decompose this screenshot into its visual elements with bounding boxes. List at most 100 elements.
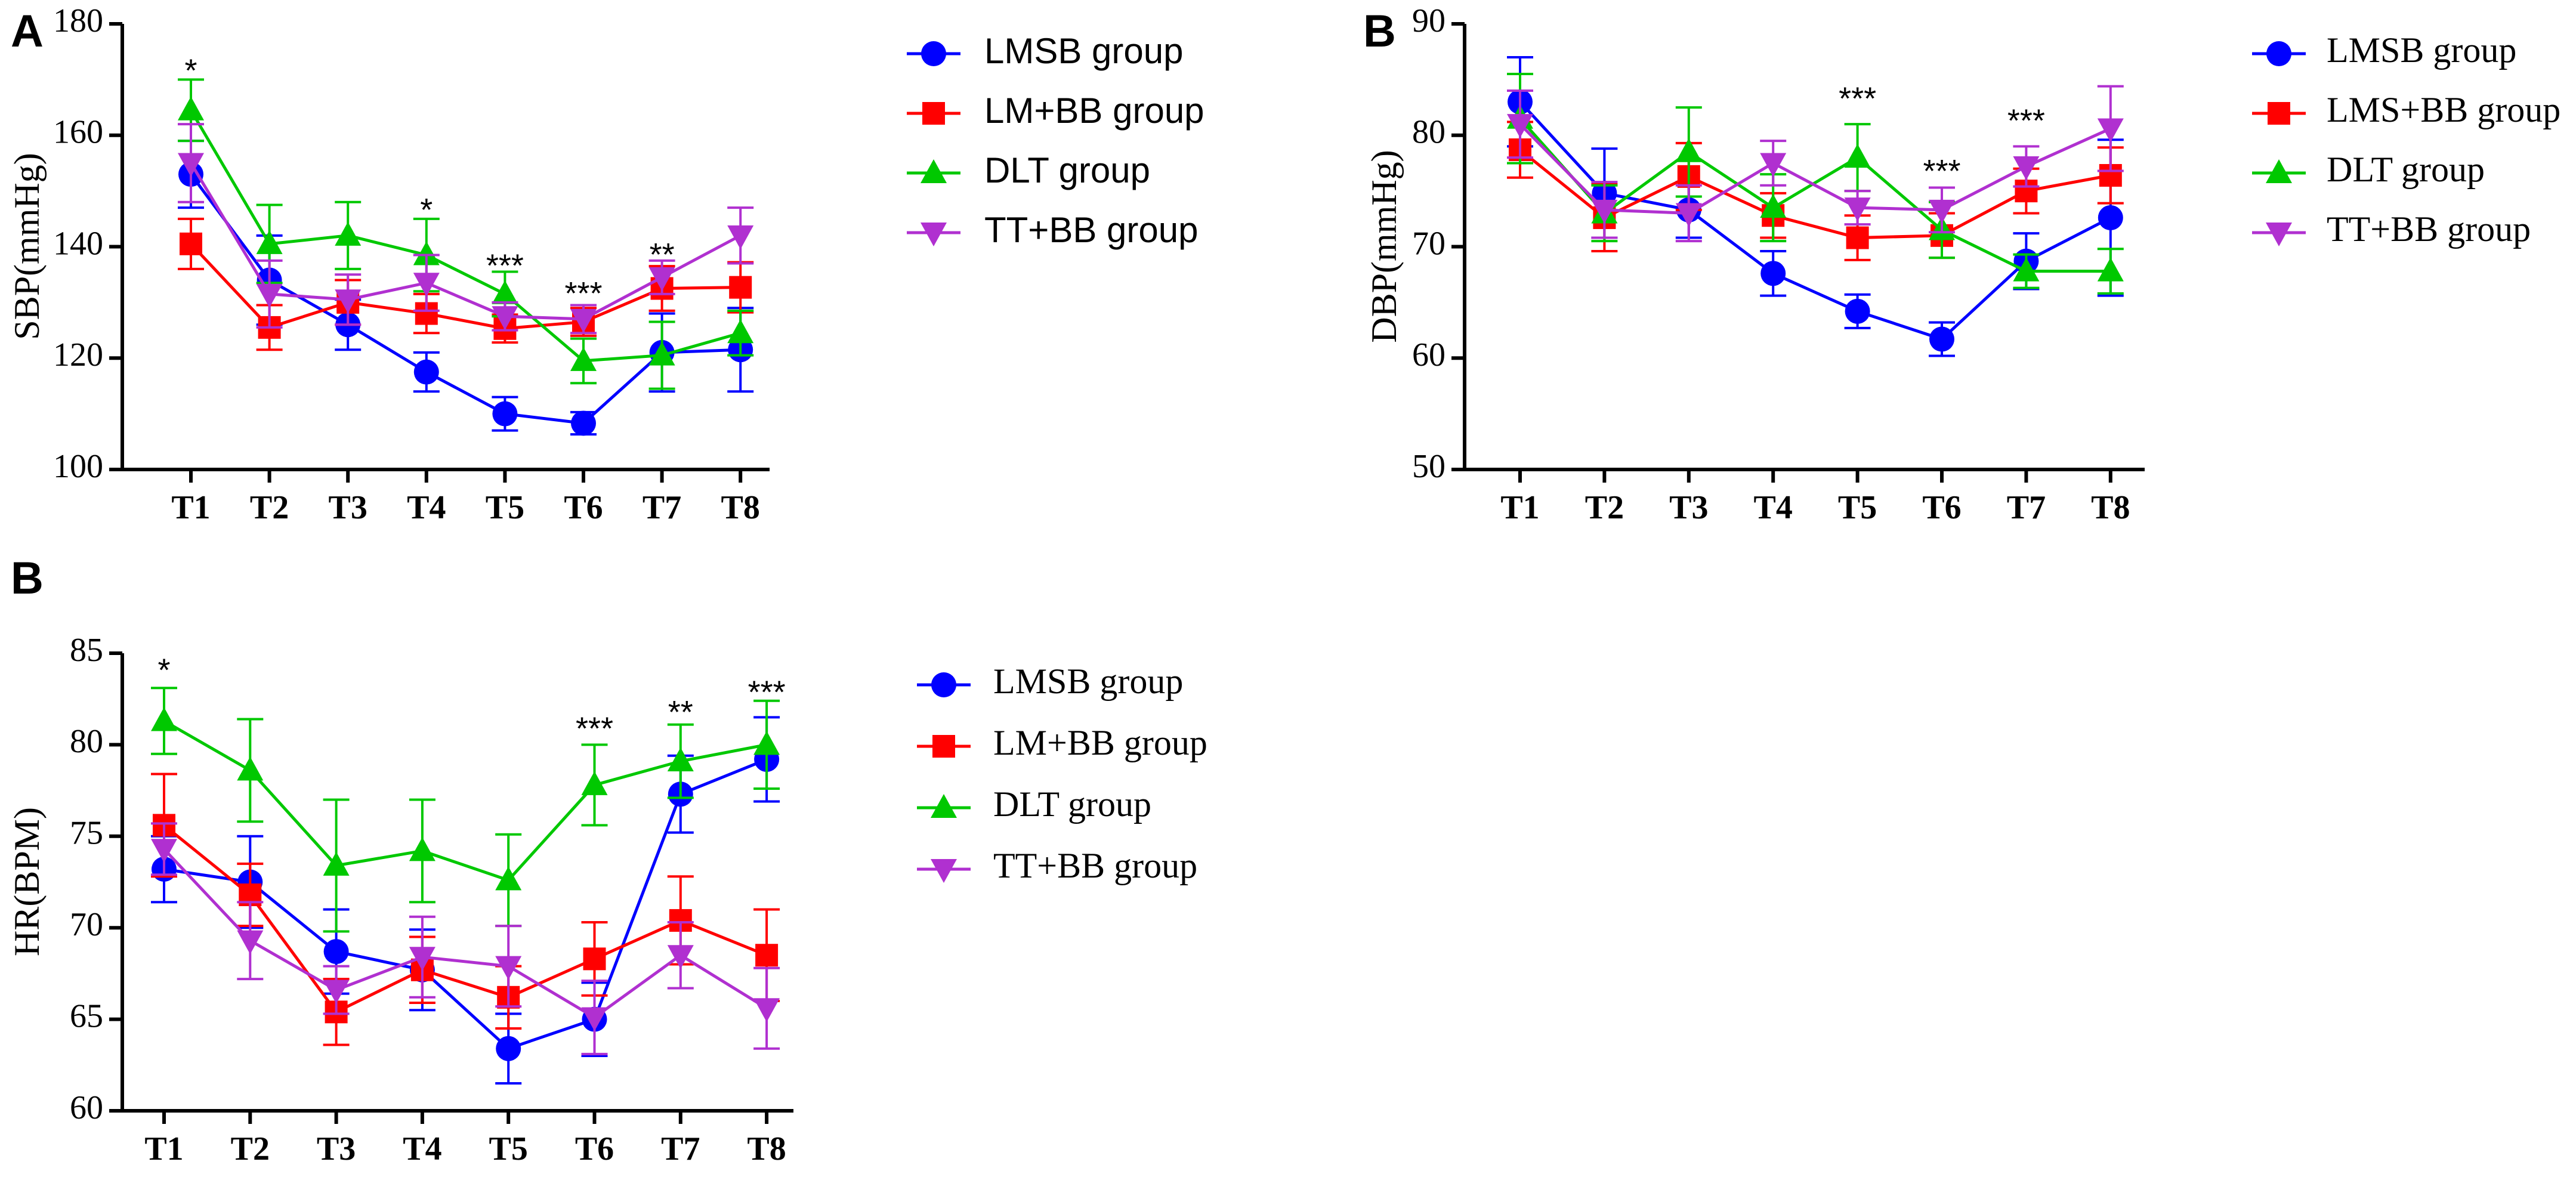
series-line [163,758,768,1051]
legend-label: LMSB group [984,31,1184,71]
data-point [2098,205,2123,230]
data-point [180,232,202,255]
legend-marker [921,159,947,183]
y-tick-label: 85 [70,632,103,669]
y-tick-label: 70 [70,906,103,943]
data-point [667,747,694,772]
significance-mark: *** [486,248,524,284]
data-point [151,707,177,731]
legend: LMSB group LM+BB group DLT group TT+BB grou… [907,31,1204,250]
significance-mark: *** [2007,103,2045,139]
legend-item: TT+BB group [907,210,1199,250]
series-line [1519,118,2111,273]
data-point [335,221,362,246]
data-point [570,308,597,333]
y-tick-label: 80 [70,723,103,760]
significance-mark: * [184,53,197,89]
data-point [323,851,350,876]
data-point [2013,257,2040,282]
series-line [163,719,767,882]
y-tick-label: 120 [53,336,103,373]
legend-label: LMS+BB group [2327,90,2560,129]
y-axis-label: DBP(mmHg) [1364,150,1404,342]
y-tick-label: 80 [1412,114,1445,151]
data-point [1675,203,1702,227]
x-tick-label: T5 [486,489,524,526]
legend-label: LMSB group [2327,30,2516,70]
legend-marker [931,859,957,883]
data-point [1844,144,1871,168]
data-point [1844,197,1871,222]
data-point [1846,226,1869,249]
legend-item: LMSB group [907,31,1184,71]
legend: LMSB group LM+BB group DLT group TT+BB grou… [917,662,1207,885]
legend-item: DLT group [917,784,1151,824]
series-line [1519,123,2111,215]
data-point [727,225,754,249]
series-line [1519,101,2111,341]
legend-item: LM+BB group [907,91,1204,131]
chart-panel-2: B DBP(mmHg) 50 60 70 80 90 T1 T2 T3 T4 T5 T6 T7 T8 *** *… [1363,2,2560,526]
x-tick-label: T7 [643,489,681,526]
series-line [163,824,768,1014]
data-point [570,347,597,371]
series-line [189,173,741,425]
data-point [1591,199,1618,224]
y-tick-label: 60 [1412,336,1445,373]
legend-label: LMSB group [993,662,1183,701]
data-point [323,980,350,1004]
legend-label: TT+BB group [993,846,1197,885]
legend-label: TT+BB group [984,210,1199,250]
data-point [256,283,283,308]
legend-marker [922,102,945,125]
significance-mark: ** [668,694,693,730]
data-point [648,341,675,366]
series-tt-bb-group [178,123,754,335]
y-tick-label: 100 [53,448,103,485]
x-tick-label: T1 [171,489,210,526]
y-tick-label: 50 [1412,448,1445,485]
data-point [729,276,752,299]
chart-panel-1: A SBP(mmHg) 100 120 140 160 180 T1 T2 T3 T4 T5 T6 T7 T… [7,2,1204,526]
x-tick-label: T1 [1500,489,1539,526]
significance-mark: *** [1923,153,1960,189]
x-tick-label: T8 [721,489,760,526]
data-point [237,756,264,781]
data-point [581,1007,608,1031]
data-point [2013,156,2040,181]
legend-label: DLT group [2327,150,2485,189]
x-tick-label: T6 [564,489,603,526]
data-point [256,230,283,254]
legend-label: LM+BB group [993,723,1207,762]
data-point [581,771,608,795]
x-tick-label: T2 [1585,489,1624,526]
data-point [571,410,596,436]
x-tick-label: T6 [1922,489,1961,526]
y-axis-label: HR(BPM) [7,807,47,956]
data-point [178,153,204,177]
data-point [409,947,435,971]
legend-label: DLT group [984,150,1150,190]
data-point [2097,257,2124,282]
data-point [753,731,780,755]
data-point [413,359,439,385]
data-point [409,837,435,861]
series-dlt-group [151,687,780,933]
x-tick-label: T2 [250,489,289,526]
legend-item: LMSB group [2252,30,2516,70]
y-tick-label: 160 [53,114,103,151]
x-tick-label: T8 [747,1130,786,1167]
legend-item: TT+BB group [2252,209,2531,249]
y-tick-label: 70 [1412,225,1445,262]
significance-mark: ** [650,237,675,273]
significance-mark: * [157,653,170,688]
data-point [413,273,440,297]
x-tick-label: T3 [329,489,367,526]
series-line [189,109,741,363]
series-line [189,162,742,321]
data-point [727,319,754,344]
data-point [2097,118,2124,143]
series-tt-bb-group [151,822,780,1055]
y-tick-label: 90 [1412,2,1445,39]
